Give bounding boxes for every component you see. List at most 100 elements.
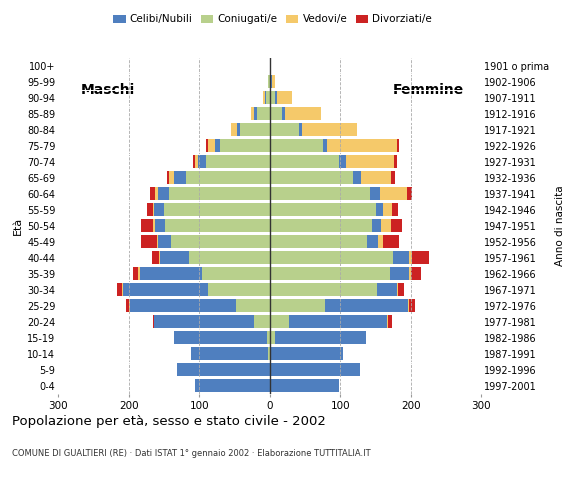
Bar [272,75,276,88]
Bar [171,235,270,248]
Bar [266,91,270,104]
Bar [387,315,388,328]
Bar [381,219,391,232]
Bar [270,187,370,200]
Bar [231,123,237,136]
Bar [370,187,380,200]
Bar [166,171,169,184]
Bar [123,283,208,296]
Bar [157,235,158,248]
Bar [206,139,208,152]
Bar [269,347,270,360]
Bar [270,251,393,264]
Bar [129,299,130,312]
Bar [361,171,391,184]
Bar [299,123,302,136]
Bar [158,187,169,200]
Bar [263,91,264,104]
Bar [140,219,153,232]
Bar [391,219,402,232]
Bar [398,283,404,296]
Bar [276,331,365,344]
Bar [158,235,171,248]
Bar [202,267,270,280]
Y-axis label: Anno di nascita: Anno di nascita [555,185,565,266]
Bar [152,251,159,264]
Bar [153,203,154,216]
Bar [174,171,186,184]
Bar [155,219,165,232]
Bar [176,363,270,376]
Bar [133,267,139,280]
Bar [270,91,275,104]
Bar [153,219,155,232]
Bar [270,363,360,376]
Bar [186,171,270,184]
Legend: Celibi/Nubili, Coniugati/e, Vedovi/e, Divorziati/e: Celibi/Nubili, Coniugati/e, Vedovi/e, Di… [109,10,436,28]
Y-axis label: Età: Età [13,216,23,235]
Bar [159,251,160,264]
Bar [383,235,399,248]
Bar [289,315,387,328]
Bar [377,283,397,296]
Bar [257,107,270,120]
Bar [208,139,215,152]
Bar [169,187,270,200]
Bar [391,171,394,184]
Bar [409,299,415,312]
Bar [270,107,282,120]
Bar [251,107,254,120]
Bar [383,203,393,216]
Bar [267,75,269,88]
Bar [206,155,270,168]
Bar [264,91,266,104]
Bar [117,283,122,296]
Bar [254,315,270,328]
Bar [378,235,383,248]
Bar [270,267,390,280]
Bar [388,315,392,328]
Bar [270,75,271,88]
Text: Popolazione per età, sesso e stato civile - 2002: Popolazione per età, sesso e stato civil… [12,415,325,428]
Bar [270,283,377,296]
Bar [339,155,346,168]
Bar [412,251,429,264]
Bar [254,107,257,120]
Bar [270,139,322,152]
Bar [140,267,202,280]
Bar [367,235,378,248]
Bar [407,187,412,200]
Bar [285,107,321,120]
Text: Maschi: Maschi [80,83,135,96]
Bar [160,251,188,264]
Bar [154,203,164,216]
Bar [327,139,397,152]
Bar [394,155,397,168]
Bar [411,267,422,280]
Bar [191,347,269,360]
Bar [322,139,327,152]
Bar [220,139,270,152]
Bar [195,379,270,392]
Bar [270,203,376,216]
Bar [215,139,220,152]
Bar [164,203,270,216]
Bar [271,347,343,360]
Bar [270,347,271,360]
Bar [270,379,339,392]
Bar [237,123,240,136]
Bar [353,171,361,184]
Bar [346,155,394,168]
Bar [270,315,289,328]
Bar [122,283,123,296]
Bar [270,171,353,184]
Bar [269,75,270,88]
Bar [153,315,154,328]
Bar [155,187,158,200]
Bar [408,299,409,312]
Bar [409,267,411,280]
Bar [393,203,398,216]
Bar [282,107,285,120]
Bar [154,315,254,328]
Bar [142,235,157,248]
